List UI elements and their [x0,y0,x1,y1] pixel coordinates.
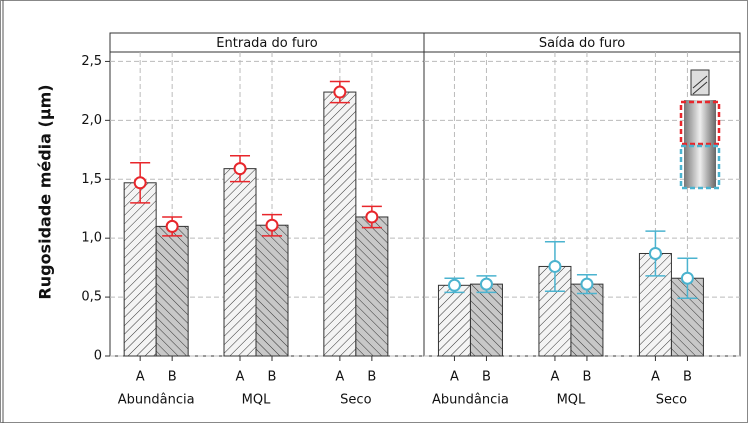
mean-marker [548,259,562,273]
bar [437,284,471,357]
x-tick-label: A [450,370,459,385]
mean-marker [479,277,493,291]
y-tick-label: 2,5 [81,54,102,69]
mean-marker [133,176,147,190]
mean-marker [648,246,662,260]
mean-marker [680,271,694,285]
x-tick-label: A [136,370,145,385]
x-tick-label: B [168,370,177,385]
y-axis-label: Rugosidade média (µm) [36,84,55,299]
bar [323,91,357,357]
bar [155,225,189,357]
y-tick-label: 2,0 [81,113,102,128]
group-label: MQL [242,393,271,408]
panel-title: Entrada do furo [216,36,317,51]
drill-icon [679,69,721,190]
group-label: Abundância [432,393,509,408]
x-tick-label: B [367,370,376,385]
panel-title: Saída do furo [539,36,625,51]
group-label: MQL [557,393,586,408]
bar [469,283,503,357]
bar [570,283,604,357]
mean-marker [447,278,461,292]
mean-marker [165,219,179,233]
x-tick-label: A [550,370,559,385]
x-tick-label: A [335,370,344,385]
mean-marker [233,162,247,176]
y-tick-label: 0,5 [81,290,102,305]
bar [223,168,257,357]
x-tick-label: B [482,370,491,385]
mean-marker [265,218,279,232]
group-label: Seco [656,393,687,408]
y-tick-label: 1,0 [81,231,102,246]
bar [638,252,672,357]
group-label: Abundância [118,393,195,408]
bar [255,224,289,357]
group-label: Seco [340,393,371,408]
x-tick-label: B [683,370,692,385]
x-tick-label: B [268,370,277,385]
bar [123,182,157,357]
y-tick-label: 1,5 [81,172,102,187]
y-tick-label: 0 [94,349,102,364]
mean-marker [580,277,594,291]
bar [355,216,389,357]
x-tick-label: B [582,370,591,385]
mean-marker [333,85,347,99]
mean-marker [365,210,379,224]
x-tick-label: A [236,370,245,385]
x-tick-label: A [651,370,660,385]
